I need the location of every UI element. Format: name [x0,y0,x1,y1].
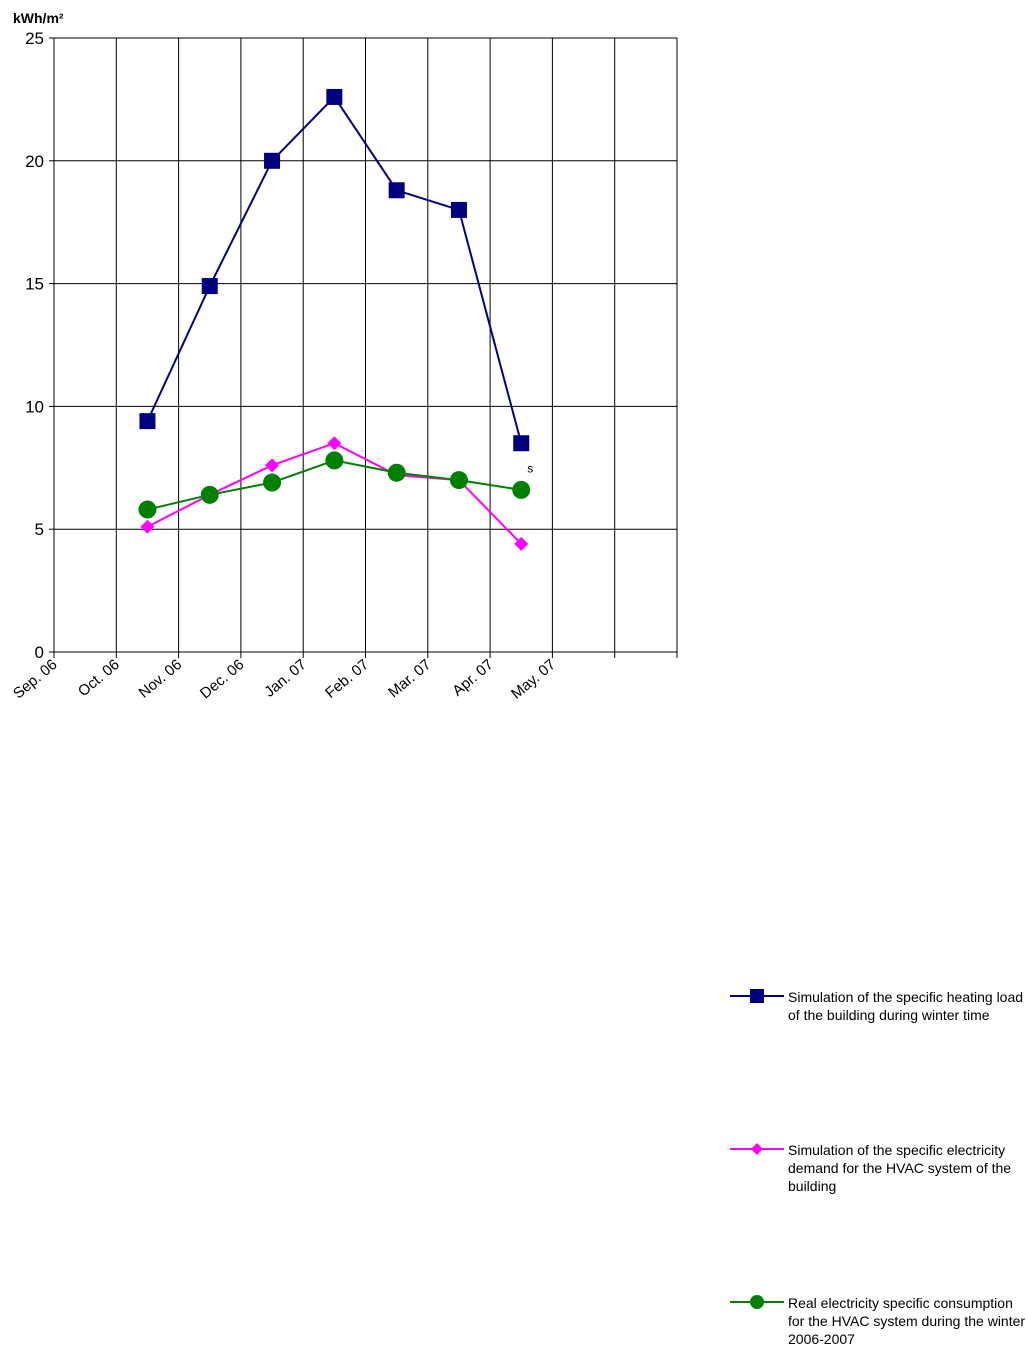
y-axis-label: kWh/m² [13,10,64,26]
series-layer [138,88,531,551]
y-tick-label: 10 [25,397,44,416]
data-point-circle [200,485,219,504]
y-tick-label: 20 [25,152,44,171]
x-tick-label: Feb. 07 [322,656,372,702]
annotation-label: s [527,462,533,476]
data-point-diamond [327,436,342,451]
data-point-circle [138,500,157,519]
x-tick-label: Mar. 07 [385,656,434,701]
x-tick-label: Nov. 06 [135,656,185,702]
chart: 0 5 10 15 20 25 Sep. 06 Oct. 06 Nov. 06 Dec. 06 Ja… [10,10,1025,1347]
legend-label: Simulation of the specific heating load … [788,989,1024,1023]
series-square [139,88,530,452]
data-point-square [326,88,343,105]
data-point-circle [325,451,344,470]
grid [53,37,678,653]
y-tick-label: 5 [35,520,44,539]
data-point-square [513,435,530,452]
x-tick-label: Sep. 06 [10,656,61,702]
y-tick-label: 25 [25,29,44,48]
axes: 0 5 10 15 20 25 Sep. 06 Oct. 06 Nov. 06 Dec. 06 Ja… [10,29,678,703]
data-point-square [450,201,467,218]
data-point-circle [512,480,531,499]
y-tick-label: 15 [25,275,44,294]
x-tick-label: Dec. 06 [197,656,248,702]
x-tick-label: May. 07 [508,656,559,703]
data-point-diamond [140,519,155,534]
data-point-circle [387,463,406,482]
data-point-circle [263,473,282,492]
legend-swatch-circle-marker [730,1295,784,1309]
x-tick-label: Apr. 07 [449,656,496,700]
data-point-diamond [514,536,529,551]
legend-swatch-diamond-marker [730,1143,784,1155]
data-point-square [264,152,281,169]
series-line [146,95,523,444]
data-point-circle [449,471,468,490]
chart-svg: 0 5 10 15 20 25 Sep. 06 Oct. 06 Nov. 06 Dec. 06 Ja… [10,10,678,703]
legend-label: Simulation of the specific electricity d… [788,1142,1012,1194]
data-point-square [139,413,156,430]
data-point-square [388,182,405,199]
y-tick-label: 0 [35,643,44,662]
legend-label: Real electricity specific consumption fo… [788,1295,1026,1347]
data-point-square [201,278,218,295]
x-tick-label: Oct. 06 [75,656,123,700]
series-circle [138,451,531,519]
data-point-diamond [265,458,280,473]
legend-swatch-square-marker [730,989,784,1003]
x-tick-label: Jan. 07 [261,656,310,701]
